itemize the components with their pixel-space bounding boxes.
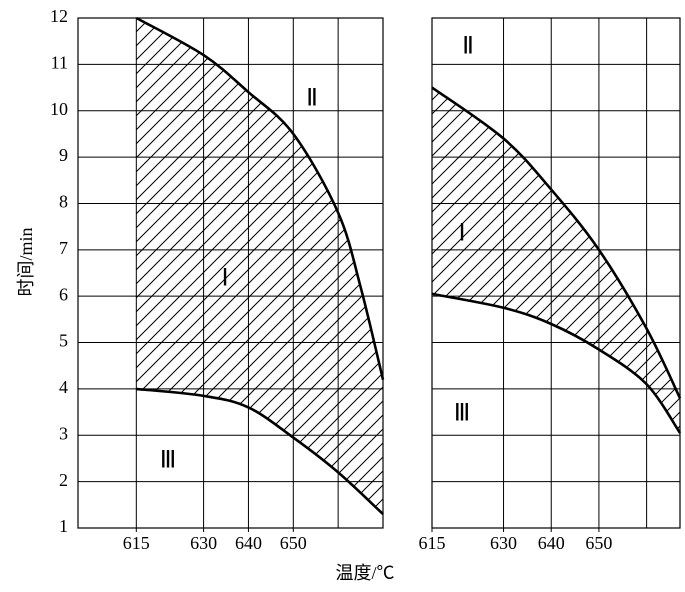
y-tick-label: 8 (59, 192, 68, 212)
x-tick-label: 615 (419, 533, 446, 553)
y-tick-label: 2 (59, 470, 68, 490)
y-tick-label: 9 (59, 145, 68, 165)
y-tick-label: 3 (59, 423, 68, 443)
hatched-region (432, 87, 680, 433)
x-tick-label: 630 (490, 533, 517, 553)
region-label: Ⅰ (458, 221, 465, 247)
boundary-curve (431, 292, 682, 434)
x-axis-label: 温度/℃ (335, 563, 394, 583)
region-label: Ⅲ (160, 448, 177, 474)
hatched-region (136, 18, 383, 515)
x-tick-label: 650 (585, 533, 612, 553)
y-tick-label: 5 (59, 331, 68, 351)
region-label: Ⅰ (221, 266, 228, 292)
region-label: Ⅲ (454, 401, 471, 427)
y-axis-label: 时间/min (16, 227, 36, 296)
y-tick-label: 7 (59, 238, 68, 258)
region-label: Ⅱ (306, 86, 318, 112)
x-tick-label: 640 (235, 533, 262, 553)
y-tick-label: 6 (59, 284, 68, 304)
boundary-curve (431, 86, 682, 399)
plot-frame (431, 17, 681, 529)
y-tick-label: 11 (51, 52, 68, 72)
boundary-curve (136, 387, 384, 516)
region-label: Ⅱ (462, 34, 474, 60)
x-tick-label: 630 (190, 533, 217, 553)
plot-frame (77, 17, 384, 529)
boundary-curve (135, 16, 385, 380)
x-tick-label: 650 (280, 533, 307, 553)
y-tick-label: 1 (59, 516, 68, 536)
y-tick-label: 12 (50, 6, 68, 26)
y-tick-label: 10 (50, 99, 68, 119)
y-tick-label: 4 (59, 377, 68, 397)
x-tick-label: 615 (123, 533, 150, 553)
x-tick-label: 640 (538, 533, 565, 553)
